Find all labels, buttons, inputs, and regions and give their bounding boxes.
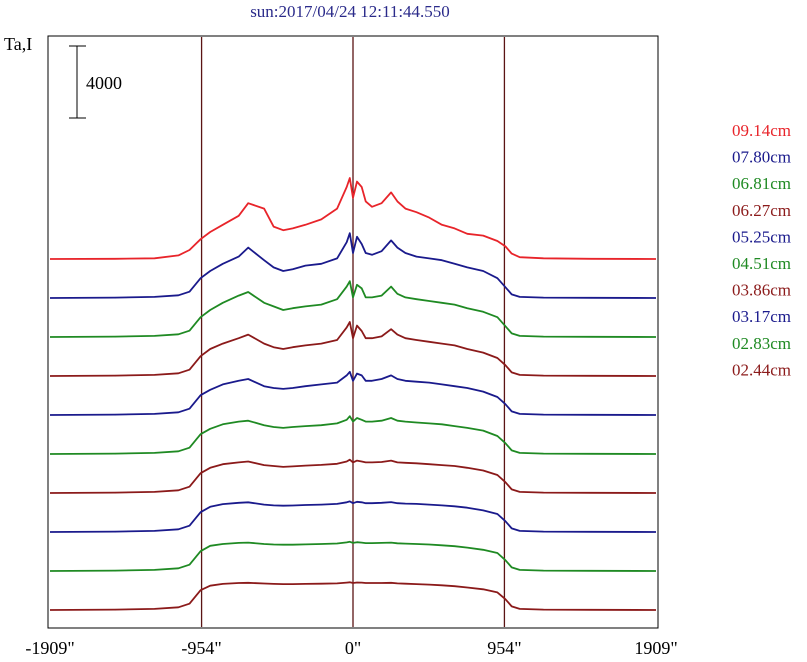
- series-line: [49, 415, 657, 455]
- chart-title: sun:2017/04/24 12:11:44.550: [250, 2, 450, 21]
- x-tick-label: -1909": [25, 638, 74, 658]
- x-tick-label: 954": [487, 638, 521, 658]
- legend-entry: 05.25cm: [732, 227, 791, 246]
- y-axis-label: Ta,I: [4, 34, 33, 54]
- legend-entry: 07.80cm: [732, 148, 791, 167]
- scale-bar: 4000: [69, 45, 122, 119]
- series-line: [49, 177, 657, 260]
- series-lines: [49, 177, 657, 611]
- series-line: [49, 540, 657, 572]
- legend-entry: 02.44cm: [732, 360, 791, 379]
- scale-bar-label: 4000: [86, 73, 122, 93]
- x-tick-label: 0": [345, 638, 361, 658]
- legend-entry: 09.14cm: [732, 121, 791, 140]
- legend-entry: 03.17cm: [732, 307, 791, 326]
- legend-entry: 06.27cm: [732, 201, 791, 220]
- series-line: [49, 458, 657, 494]
- x-tick-label: 1909": [634, 638, 677, 658]
- legend-entry: 02.83cm: [732, 334, 791, 353]
- series-line: [49, 370, 657, 416]
- legend-entry: 04.51cm: [732, 254, 791, 273]
- series-line: [49, 280, 657, 338]
- vertical-markers: [200, 37, 506, 627]
- legend-entry: 03.86cm: [732, 281, 791, 300]
- series-line: [49, 321, 657, 377]
- legend-entry: 06.81cm: [732, 174, 791, 193]
- series-line: [49, 500, 657, 533]
- x-tick-labels: -1909" -954" 0" 954" 1909": [25, 638, 677, 658]
- x-tick-label: -954": [181, 638, 221, 658]
- plot-frame: [47, 35, 659, 629]
- series-line: [49, 581, 657, 611]
- legend: 09.14cm 07.80cm 06.81cm 06.27cm 05.25cm 04.51…: [732, 121, 791, 379]
- series-line: [49, 232, 657, 299]
